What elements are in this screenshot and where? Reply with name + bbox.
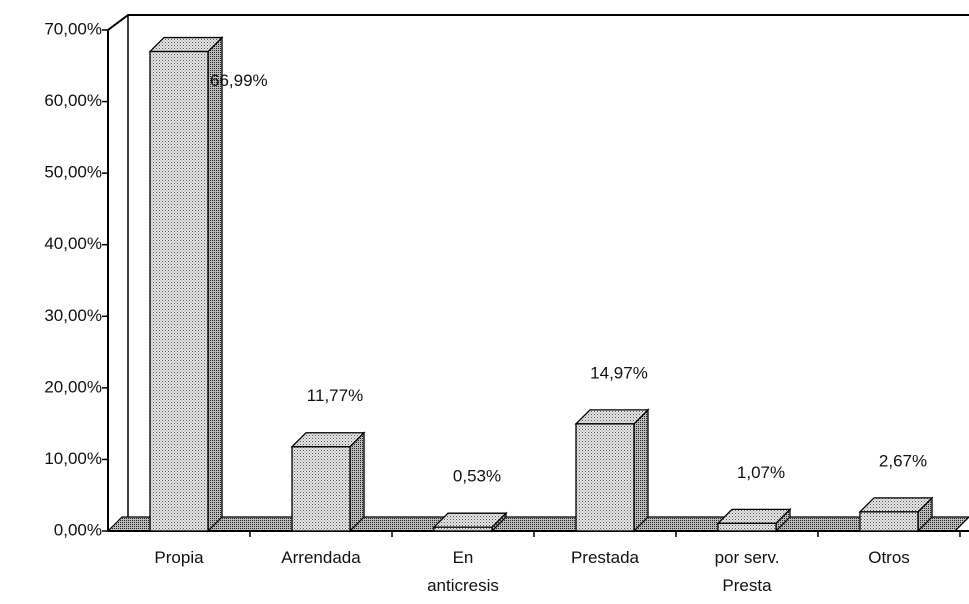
y-tick-label: 40,00% <box>44 234 102 253</box>
back-wall <box>106 14 969 532</box>
y-tick-label: 70,00% <box>44 19 102 38</box>
value-label: 0,53% <box>453 467 501 486</box>
value-label: 14,97% <box>590 363 648 382</box>
value-label: 2,67% <box>879 451 927 470</box>
y-tick-label: 20,00% <box>44 377 102 396</box>
value-label: 11,77% <box>307 386 363 405</box>
x-tick-label: En anticresis <box>427 548 499 595</box>
bar <box>858 496 934 533</box>
bar <box>290 431 366 533</box>
value-label: 66,99% <box>210 71 268 90</box>
y-tick-label: 30,00% <box>44 306 102 325</box>
bar <box>148 35 224 533</box>
x-tick-label: Propia <box>154 548 204 567</box>
y-tick-label: 10,00% <box>44 449 102 468</box>
x-tick-label: Prestada <box>571 548 640 567</box>
x-tick-label: Arrendada <box>281 548 361 567</box>
x-tick-label: Otros <box>868 548 910 567</box>
bar <box>716 507 792 533</box>
bar <box>574 408 650 533</box>
y-tick-label: 50,00% <box>44 163 102 182</box>
y-tick-label: 0,00% <box>54 520 102 539</box>
x-tick-label: por serv. Presta <box>715 548 780 595</box>
y-tick-label: 60,00% <box>44 91 102 110</box>
bar <box>432 511 508 533</box>
value-label: 1,07% <box>737 463 785 482</box>
